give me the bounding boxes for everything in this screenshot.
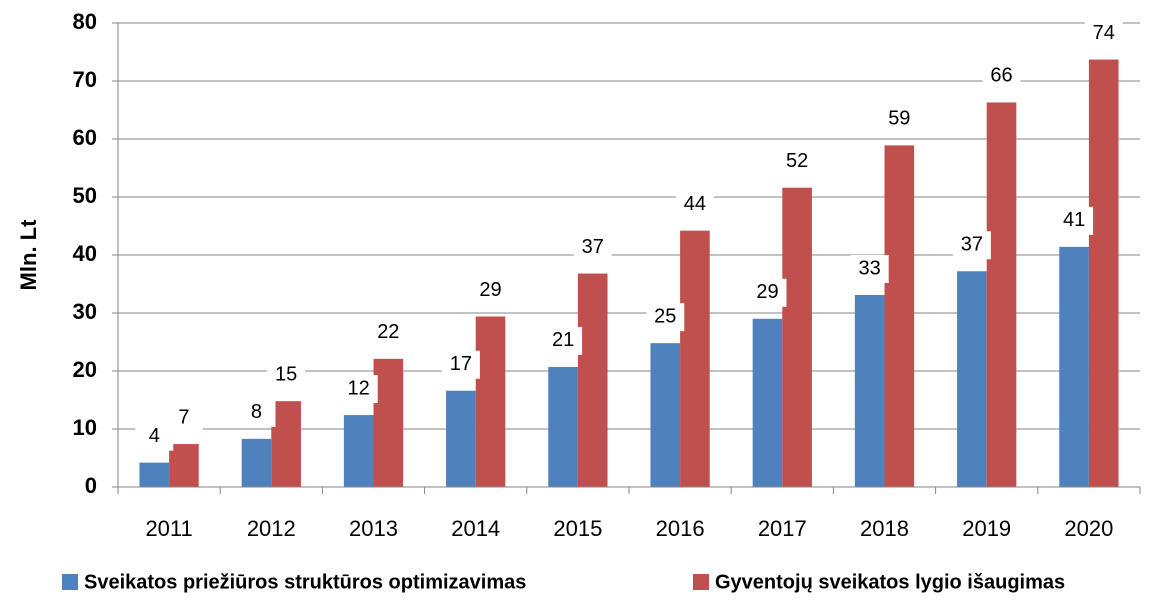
- x-tick-label: 2012: [247, 516, 296, 541]
- y-tick-label: 70: [73, 67, 97, 92]
- data-label: 7: [178, 406, 189, 428]
- bar: [475, 316, 506, 487]
- bar: [1059, 246, 1089, 487]
- data-label-bg: [544, 326, 583, 355]
- data-label: 74: [1093, 22, 1115, 44]
- bar: [169, 444, 199, 487]
- bar: [854, 295, 885, 487]
- bar: [241, 438, 272, 487]
- bar: [548, 366, 578, 487]
- data-label-bg: [675, 190, 714, 219]
- x-tick-label: 2015: [553, 516, 602, 541]
- bar: [884, 145, 915, 487]
- bar: [957, 271, 987, 487]
- x-tick-label: 2013: [349, 516, 398, 541]
- data-label-bg: [982, 62, 1021, 91]
- data-label: 21: [552, 329, 574, 351]
- data-label-bg: [573, 233, 612, 262]
- data-label: 44: [684, 193, 706, 215]
- bar: [446, 390, 476, 487]
- data-label: 41: [1063, 209, 1085, 231]
- y-tick-label: 60: [73, 125, 97, 150]
- bar: [343, 415, 374, 487]
- bar: [1088, 59, 1119, 487]
- x-tick-label: 2011: [145, 516, 192, 541]
- data-label-bg: [778, 147, 817, 176]
- data-label-bg: [441, 350, 480, 379]
- data-label: 8: [251, 401, 262, 423]
- x-tick-label: 2016: [656, 516, 705, 541]
- data-label-bg: [952, 231, 991, 260]
- data-label-bg: [1055, 206, 1094, 235]
- y-tick-label: 10: [73, 415, 97, 440]
- data-label: 29: [756, 281, 778, 303]
- data-label: 17: [450, 353, 472, 375]
- y-tick-label: 50: [73, 183, 97, 208]
- data-label-bg: [237, 398, 276, 427]
- legend-swatch: [693, 574, 709, 590]
- x-tick-label: 2020: [1064, 516, 1113, 541]
- data-label: 37: [582, 236, 604, 258]
- data-label: 37: [961, 234, 983, 256]
- data-label: 66: [990, 65, 1012, 87]
- bar: [752, 318, 783, 487]
- bar: [986, 102, 1017, 488]
- data-label-bg: [880, 105, 919, 134]
- data-label-bg: [471, 276, 510, 305]
- y-tick-label: 30: [73, 299, 97, 324]
- data-label-bg: [850, 255, 889, 284]
- bar: [650, 343, 681, 487]
- bar: [139, 462, 170, 487]
- data-label: 25: [654, 305, 676, 327]
- data-label: 15: [275, 363, 297, 385]
- bar: [577, 273, 608, 487]
- data-label-bg: [646, 303, 685, 332]
- data-label-bg: [267, 361, 306, 390]
- bar: [680, 230, 710, 487]
- legend-label: Sveikatos priežiūros struktūros optimiza…: [84, 571, 526, 593]
- y-axis-title: Mln. Lt: [16, 219, 41, 291]
- data-label: 12: [348, 377, 370, 399]
- data-label-bg: [1084, 19, 1123, 48]
- data-label-bg: [164, 404, 203, 433]
- data-label: 59: [888, 108, 910, 130]
- legend-label: Gyventojų sveikatos lygio išaugimas: [715, 571, 1065, 593]
- data-label: 33: [859, 257, 881, 279]
- data-label: 4: [149, 425, 160, 447]
- x-tick-label: 2014: [451, 516, 500, 541]
- bar: [271, 401, 301, 487]
- x-tick-label: 2019: [962, 516, 1011, 541]
- data-label: 29: [479, 279, 501, 301]
- x-tick-label: 2017: [758, 516, 807, 541]
- data-label-bg: [369, 318, 408, 347]
- data-label-bg: [748, 278, 787, 307]
- bar: [373, 358, 404, 487]
- y-tick-label: 20: [73, 357, 97, 382]
- bar: [782, 187, 812, 487]
- data-label: 22: [377, 321, 399, 343]
- y-tick-label: 0: [85, 473, 97, 498]
- y-tick-label: 40: [73, 241, 97, 266]
- y-tick-label: 80: [73, 9, 97, 34]
- x-tick-label: 2018: [860, 516, 909, 541]
- legend-swatch: [62, 574, 78, 590]
- data-label-bg: [339, 375, 378, 404]
- data-label: 52: [786, 150, 808, 172]
